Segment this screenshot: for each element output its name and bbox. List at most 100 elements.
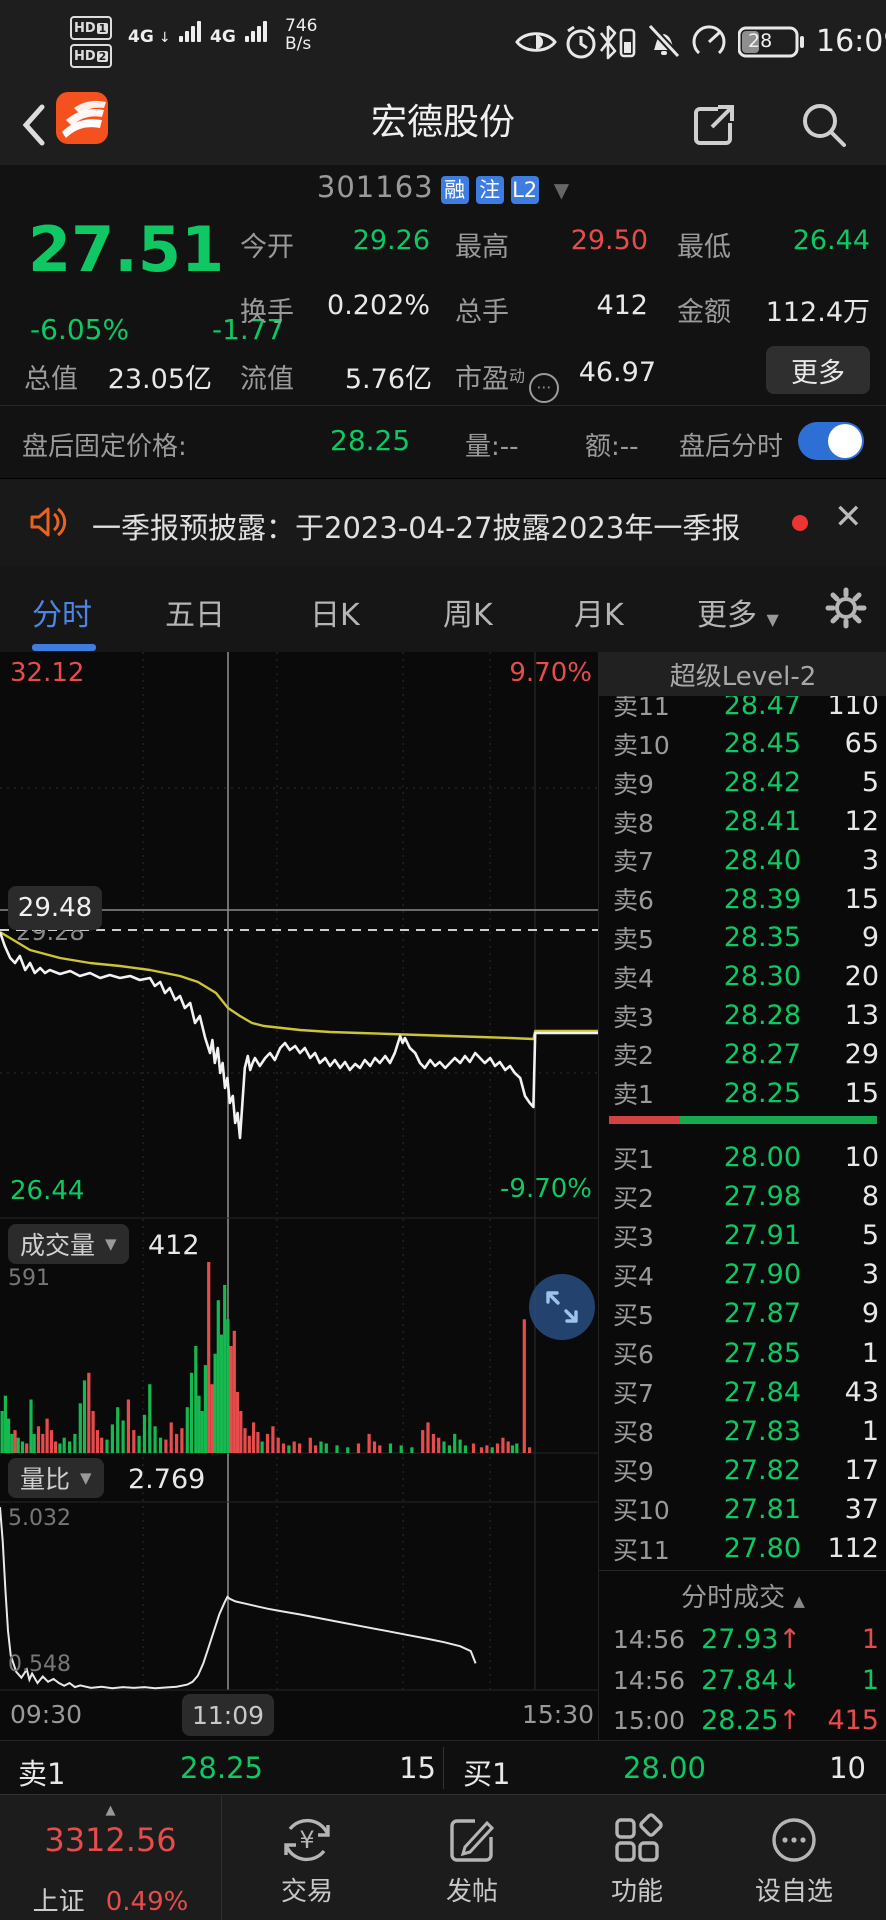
- app-logo[interactable]: [56, 92, 108, 144]
- price: 27.81: [723, 1493, 801, 1525]
- bluetooth-battery-icon: [600, 24, 636, 60]
- orderbook-row[interactable]: 买3 27.91 5: [599, 1216, 886, 1255]
- orderbook-row[interactable]: 买6 27.85 1: [599, 1334, 886, 1373]
- post-pencil-icon: [402, 1809, 542, 1871]
- index-summary[interactable]: ▲ 3312.56 上证 0.49%: [0, 1795, 222, 1920]
- buy-ratio-segment: [680, 1116, 877, 1124]
- price: 28.41: [723, 806, 801, 837]
- orderbook-row[interactable]: 买11 27.80 112: [599, 1529, 886, 1568]
- volume-current-value: 412: [148, 1230, 200, 1261]
- orderbook-row[interactable]: 买9 27.82 17: [599, 1451, 886, 1490]
- trade-row[interactable]: 14:56 27.93↑ 1: [599, 1620, 886, 1659]
- ellipsis-circle-icon: [724, 1809, 864, 1871]
- trade-time: 14:56: [613, 1665, 686, 1695]
- level-label: 买11: [613, 1535, 670, 1565]
- trades-title[interactable]: 分时成交 ▲: [681, 1583, 805, 1613]
- price: 28.45: [723, 728, 801, 760]
- orderbook-row[interactable]: 卖7 28.40 3: [599, 841, 886, 880]
- level-label: 买2: [613, 1183, 654, 1213]
- news-banner[interactable]: 一季报预披露：于2023-04-27披露2023年一季报 ✕: [0, 478, 886, 568]
- direction-arrow-icon: ↑: [778, 1705, 801, 1736]
- expand-chart-button[interactable]: [529, 1274, 595, 1340]
- orderbook-row[interactable]: 买1 28.00 10: [599, 1138, 886, 1177]
- level2-title[interactable]: 超级Level-2: [599, 652, 886, 696]
- search-icon[interactable]: [796, 97, 852, 153]
- level-label: 买8: [613, 1418, 654, 1448]
- orderbook-row[interactable]: 买2 27.98 8: [599, 1177, 886, 1216]
- after-hours-toggle[interactable]: [798, 422, 864, 460]
- price: 27.91: [723, 1220, 801, 1252]
- level-label: 买7: [613, 1379, 654, 1409]
- close-icon[interactable]: ✕: [834, 497, 863, 537]
- level-label: 卖3: [613, 1002, 654, 1032]
- stock-code-row[interactable]: 301163 融注 L2 ▼: [0, 170, 886, 204]
- crosshair-price-box: 29.48: [8, 886, 102, 930]
- field-label: 总手: [455, 297, 509, 328]
- level-label: 卖10: [613, 730, 670, 760]
- gear-icon[interactable]: [822, 584, 870, 632]
- trade-row[interactable]: 15:00 28.25↑ 415: [599, 1701, 886, 1740]
- nav-trade[interactable]: ¥ 交易: [237, 1809, 377, 1908]
- field-value: 26.44: [792, 225, 870, 256]
- trade-row[interactable]: 14:56 27.84↓ 1: [599, 1661, 886, 1700]
- volume-indicator-selector[interactable]: 成交量 ▼: [8, 1224, 129, 1264]
- buy-sell-ratio-bar: [609, 1116, 877, 1124]
- orderbook-row[interactable]: 买7 27.84 43: [599, 1373, 886, 1412]
- share-icon[interactable]: [688, 99, 740, 151]
- level-label: 卖7: [613, 847, 654, 877]
- tab-5day[interactable]: 五日: [165, 598, 225, 633]
- orderbook-row[interactable]: 买10 27.81 37: [599, 1490, 886, 1529]
- ratio-indicator-selector[interactable]: 量比 ▼: [8, 1458, 104, 1498]
- orderbook-row[interactable]: 卖4 28.30 20: [599, 957, 886, 996]
- sell1-price: 28.25: [179, 1751, 264, 1785]
- after-hours-toggle-label: 盘后分时: [679, 432, 784, 462]
- active-tab-underline: [32, 644, 96, 651]
- more-button[interactable]: 更多: [766, 346, 870, 394]
- trade-time: 14:56: [613, 1625, 686, 1654]
- field-label: 今开: [240, 232, 294, 263]
- back-button[interactable]: [16, 101, 52, 149]
- quantity: 43: [844, 1376, 879, 1408]
- tab-daily-k[interactable]: 日K: [310, 598, 360, 633]
- tab-more[interactable]: 更多 ▼: [697, 598, 779, 633]
- price: 28.28: [723, 1000, 801, 1031]
- field-value: 46.97: [578, 357, 656, 388]
- orderbook-row[interactable]: 卖2 28.27 29: [599, 1035, 886, 1074]
- after-hours-vol: 量:--: [465, 432, 519, 462]
- hd-voice-2-icon: HD 2: [70, 44, 113, 68]
- nav-post[interactable]: 发帖: [402, 1809, 542, 1908]
- orderbook-row[interactable]: 买5 27.87 9: [599, 1294, 886, 1333]
- tab-weekly-k[interactable]: 周K: [443, 598, 493, 633]
- tab-monthly-k[interactable]: 月K: [574, 598, 624, 633]
- orderbook-row[interactable]: 卖8 28.41 12: [599, 802, 886, 841]
- news-text[interactable]: 一季报预披露：于2023-04-27披露2023年一季报: [92, 511, 741, 545]
- intraday-chart[interactable]: [0, 652, 598, 1740]
- chevron-down-icon: ▼: [105, 1235, 117, 1253]
- orderbook-row[interactable]: 卖10 28.45 65: [599, 724, 886, 763]
- quantity: 65: [844, 728, 879, 760]
- price: 28.39: [723, 883, 801, 915]
- tab-fenshi[interactable]: 分时: [32, 598, 92, 633]
- orderbook-row[interactable]: 卖1 28.25 15: [599, 1074, 886, 1113]
- field-label: 最高: [455, 232, 509, 263]
- nav-functions[interactable]: 功能: [567, 1809, 707, 1908]
- quantity: 12: [844, 806, 879, 837]
- level-label: 买4: [613, 1261, 654, 1291]
- sell1-label: 卖1: [18, 1757, 66, 1791]
- header: 宏德股份: [0, 85, 886, 165]
- orderbook-row[interactable]: 卖3 28.28 13: [599, 996, 886, 1035]
- orderbook-row[interactable]: 买8 27.83 1: [599, 1412, 886, 1451]
- nav-add-watchlist[interactable]: 设自选: [724, 1809, 864, 1908]
- price: 28.42: [723, 767, 801, 799]
- field-value: 29.50: [570, 225, 648, 256]
- orderbook-row[interactable]: 买4 27.90 3: [599, 1255, 886, 1294]
- field-value: 112.4万: [765, 297, 870, 328]
- orderbook-row[interactable]: 卖5 28.35 9: [599, 918, 886, 957]
- quantity: 5: [861, 767, 879, 799]
- orderbook-row[interactable]: 卖9 28.42 5: [599, 763, 886, 802]
- svg-text:¥: ¥: [299, 1826, 314, 1854]
- orderbook-row[interactable]: 卖6 28.39 15: [599, 880, 886, 919]
- trade-qty: 1: [861, 1624, 879, 1655]
- sell1-qty: 15: [399, 1751, 436, 1785]
- chevron-down-icon[interactable]: ▼: [553, 178, 570, 202]
